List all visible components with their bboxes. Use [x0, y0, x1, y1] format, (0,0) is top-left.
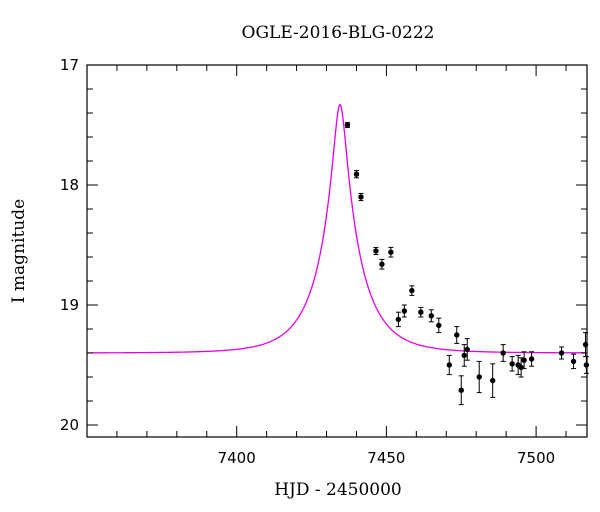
data-marker: [558, 350, 565, 356]
data-marker: [509, 361, 515, 367]
y-tick-label: 17: [60, 56, 79, 74]
data-point: [570, 353, 577, 370]
data-point: [409, 285, 415, 296]
data-marker: [570, 358, 577, 365]
data-point: [464, 338, 470, 361]
data-point: [461, 344, 467, 367]
model-curve: [86, 103, 587, 354]
data-point: [500, 344, 506, 362]
data-point: [436, 317, 442, 334]
data-points: [344, 122, 590, 406]
data-point: [454, 326, 460, 344]
data-marker: [489, 377, 496, 384]
data-point: [509, 356, 515, 372]
data-point: [476, 360, 482, 394]
chart-title: OGLE-2016-BLG-0222: [242, 23, 435, 43]
data-marker: [446, 362, 452, 368]
data-point: [373, 246, 379, 256]
data-marker: [454, 332, 460, 338]
x-axis-label: HJD - 2450000: [274, 480, 402, 500]
data-point: [344, 122, 351, 128]
data-marker: [500, 350, 506, 356]
data-marker: [582, 341, 589, 348]
data-point: [521, 351, 527, 370]
data-marker: [461, 352, 467, 359]
data-marker: [458, 387, 464, 393]
data-marker: [395, 316, 402, 323]
data-marker: [358, 194, 364, 200]
data-marker: [521, 357, 527, 363]
data-marker: [353, 171, 360, 177]
x-tick-label: 7400: [218, 449, 256, 467]
data-point: [428, 309, 435, 323]
data-point: [446, 354, 452, 376]
data-marker: [379, 261, 385, 267]
data-marker: [528, 356, 535, 362]
data-point: [358, 192, 364, 202]
data-marker: [409, 287, 415, 294]
data-marker: [401, 308, 408, 314]
data-point: [379, 258, 385, 270]
data-marker: [436, 322, 442, 329]
data-point: [528, 351, 535, 367]
axis-ticks: 7400 7450 7500 17 18 19 20: [60, 56, 587, 467]
data-point: [388, 246, 394, 258]
data-marker: [464, 346, 470, 353]
data-marker: [583, 362, 590, 368]
y-axis-label: I magnitude: [9, 199, 29, 303]
data-marker: [418, 309, 424, 315]
y-tick-label: 19: [60, 296, 79, 314]
plot-frame: [86, 64, 588, 438]
x-tick-label: 7450: [367, 449, 405, 467]
data-point: [558, 346, 565, 360]
data-point: [583, 356, 590, 374]
data-marker: [373, 248, 379, 254]
data-marker: [388, 249, 394, 255]
data-marker: [476, 374, 482, 380]
y-tick-label: 20: [60, 416, 79, 434]
data-point: [418, 306, 424, 318]
data-point: [395, 311, 402, 328]
data-marker: [428, 313, 435, 319]
data-point: [489, 363, 496, 398]
data-point: [401, 304, 408, 318]
data-marker: [344, 122, 351, 128]
data-marker: [518, 364, 524, 371]
data-point: [353, 170, 360, 179]
data-point: [458, 375, 464, 406]
y-tick-label: 18: [60, 176, 79, 194]
x-tick-label: 7500: [517, 449, 555, 467]
